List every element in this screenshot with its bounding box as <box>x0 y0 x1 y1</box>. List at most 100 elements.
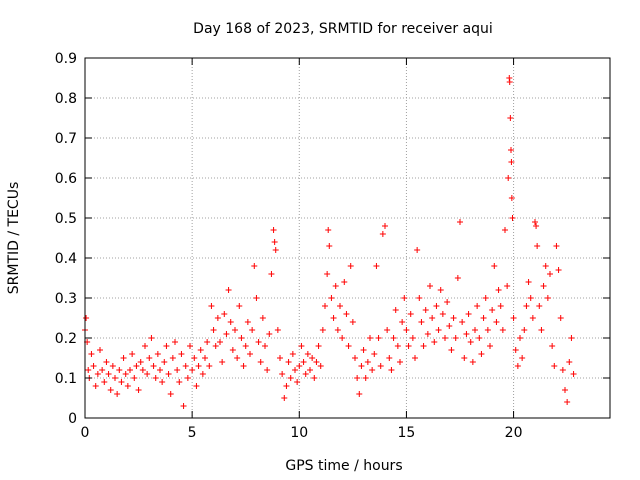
data-point <box>137 359 144 365</box>
data-point <box>444 299 451 305</box>
data-point <box>469 359 476 365</box>
data-point <box>536 303 543 309</box>
data-point <box>219 359 226 365</box>
data-point <box>566 359 573 365</box>
data-point <box>257 359 264 365</box>
data-point <box>259 315 266 321</box>
data-point <box>178 351 185 357</box>
data-point <box>142 343 148 349</box>
data-point <box>214 315 221 321</box>
data-point <box>159 379 166 385</box>
data-point <box>544 295 551 301</box>
data-point <box>508 147 514 153</box>
data-point <box>401 295 408 301</box>
data-point <box>176 379 183 385</box>
data-point <box>195 363 202 369</box>
data-point <box>403 327 410 333</box>
data-point <box>225 287 232 293</box>
data-point <box>204 339 211 345</box>
data-point <box>533 223 540 229</box>
data-point <box>139 367 146 373</box>
data-point <box>120 355 127 361</box>
data-point <box>553 243 560 249</box>
data-point <box>174 367 181 373</box>
data-point <box>172 339 178 345</box>
data-point <box>407 311 414 317</box>
data-point <box>88 351 95 357</box>
y-tick-label: 0.9 <box>55 51 77 67</box>
data-point <box>382 223 388 229</box>
data-point <box>330 315 337 321</box>
data-point <box>247 351 253 357</box>
data-point <box>412 355 418 361</box>
data-point <box>325 227 332 233</box>
data-point <box>454 275 461 281</box>
data-point <box>180 403 187 409</box>
data-point <box>208 303 215 309</box>
data-point <box>429 315 436 321</box>
data-point <box>154 351 161 357</box>
data-point <box>506 79 513 85</box>
data-point <box>480 315 487 321</box>
data-point <box>309 355 316 361</box>
data-point <box>163 343 170 349</box>
data-point <box>568 335 575 341</box>
data-point <box>341 279 348 285</box>
data-point <box>482 295 489 301</box>
data-point <box>557 315 564 321</box>
data-point <box>223 331 230 337</box>
data-point <box>362 375 369 381</box>
data-point <box>212 343 219 349</box>
data-point <box>570 371 577 377</box>
data-point <box>193 383 200 389</box>
y-tick-label: 0.7 <box>55 131 77 147</box>
x-tick-label: 15 <box>398 425 416 441</box>
y-tick-label: 0 <box>68 411 77 427</box>
data-point <box>467 339 474 345</box>
data-point <box>334 327 341 333</box>
data-point <box>85 367 92 373</box>
data-point <box>319 327 326 333</box>
data-point <box>489 307 496 313</box>
data-point <box>270 227 277 233</box>
data-point <box>161 359 168 365</box>
data-point <box>508 159 515 165</box>
data-point <box>424 331 431 337</box>
data-point <box>315 343 322 349</box>
data-point <box>184 375 191 381</box>
data-point <box>277 355 283 361</box>
data-point <box>463 331 470 337</box>
data-point <box>124 383 131 389</box>
x-tick-label: 20 <box>505 425 523 441</box>
data-point <box>109 363 116 369</box>
data-point <box>405 343 412 349</box>
axis-ticks: 0 0.1 0.2 0.3 0.4 0.5 0.6 0.7 0.8 0.9 0 5 10 15 20 <box>55 51 610 441</box>
data-point <box>364 359 371 365</box>
data-point <box>549 343 556 349</box>
data-point <box>523 303 530 309</box>
data-point <box>99 367 106 373</box>
data-point <box>210 327 217 333</box>
data-point <box>343 311 350 317</box>
data-point <box>367 335 373 341</box>
data-point <box>497 303 504 309</box>
data-point <box>433 303 440 309</box>
data-point <box>326 243 333 249</box>
data-point <box>322 303 328 309</box>
data-point <box>397 359 403 365</box>
data-point <box>377 363 384 369</box>
data-point <box>414 247 421 253</box>
data-point <box>517 335 523 341</box>
data-point <box>529 315 536 321</box>
y-tick-label: 0.3 <box>55 291 77 307</box>
data-point <box>150 363 157 369</box>
data-point <box>313 359 320 365</box>
x-tick-label: 10 <box>290 425 308 441</box>
data-point <box>229 347 236 353</box>
data-point <box>272 247 279 253</box>
data-point <box>304 351 311 357</box>
data-point <box>94 371 101 377</box>
data-point <box>379 231 386 237</box>
data-point <box>253 295 260 301</box>
data-point <box>244 319 251 325</box>
